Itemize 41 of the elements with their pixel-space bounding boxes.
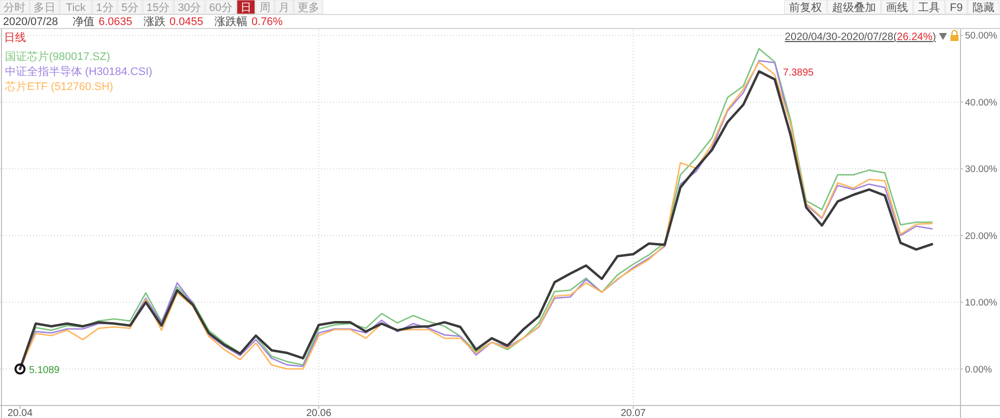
text: 中证全指半导体 (H30184.CSI) — [5, 65, 152, 78]
text: 0.76% — [252, 16, 283, 28]
tab-button: 更多 — [294, 0, 324, 14]
annotation: 5.1089 — [29, 364, 60, 376]
y-tick-label: 10.00% — [965, 298, 998, 309]
text: 国证芯片(980017.SZ) — [5, 50, 110, 63]
tab-button: 1分 — [92, 0, 118, 14]
x-tick-label: 20.04 — [7, 408, 33, 418]
text: 芯片ETF (512760.SH) — [4, 80, 114, 93]
tool-button: 工具 — [913, 0, 945, 14]
text: 涨跌 — [144, 16, 166, 28]
text: 2020/07/28 — [3, 16, 58, 28]
tool-button: F9 — [945, 0, 968, 14]
tab-button: 分时 — [0, 0, 30, 14]
tab-button: 多日 — [30, 0, 60, 14]
tab-button: Tick — [60, 0, 92, 14]
tool-button: 超级叠加 — [827, 0, 881, 14]
y-tick-label: 20.00% — [965, 230, 998, 242]
x-tick-label: 20.07 — [620, 408, 646, 418]
y-tick-label: 30.00% — [965, 164, 998, 176]
annotation: 7.3895 — [783, 67, 814, 78]
tab-button: 60分 — [205, 0, 236, 14]
x-tick-label: 20.06 — [306, 408, 332, 418]
tool-button: 前复权 — [784, 0, 827, 14]
text: 净值 — [72, 16, 95, 28]
text: 0.0455 — [170, 16, 204, 28]
y-tick-label: 40.00% — [965, 97, 998, 108]
y-tick-label: 50.00% — [965, 30, 998, 42]
tab-button: 月 — [274, 0, 294, 14]
text: 涨跌幅 — [214, 16, 248, 28]
tool-button: 隐藏 — [968, 0, 1000, 14]
tab-button: 周 — [256, 0, 274, 14]
chart-subtitle: 2020/04/30-2020/07/28(26.24%) — [784, 31, 936, 43]
tab-button: 5分 — [118, 0, 142, 14]
tab-button: 30分 — [174, 0, 205, 14]
text: 6.0635 — [98, 16, 132, 28]
tab-button: 15分 — [142, 0, 174, 14]
tab-button: 日 — [236, 0, 256, 14]
tool-button: 画线 — [881, 0, 913, 14]
chart-title: 日线 — [4, 31, 26, 44]
y-tick-label: 0.00% — [965, 364, 992, 376]
